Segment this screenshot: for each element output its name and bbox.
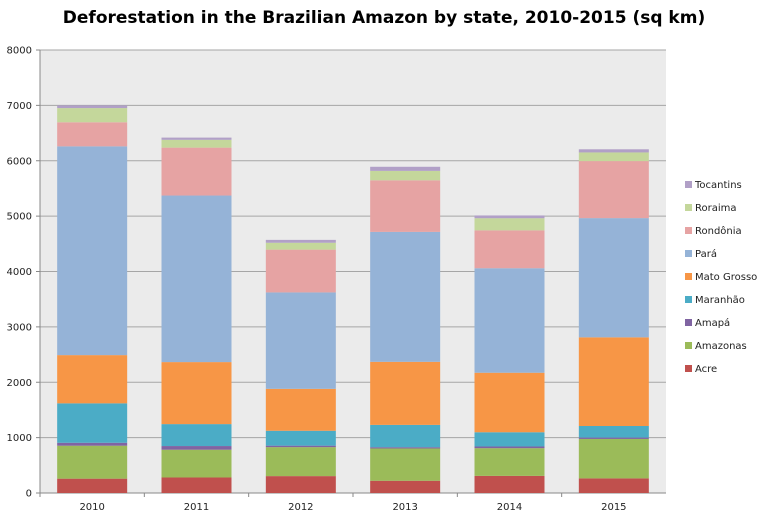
legend-label: Mato Grosso (695, 272, 757, 283)
chart-title: Deforestation in the Brazilian Amazon by… (62, 8, 706, 28)
y-tick-label: 0 (26, 489, 32, 500)
bar-segment-pará-2015 (578, 218, 649, 338)
x-tick-label: 2015 (601, 502, 626, 513)
bar-segment-amapá-2015 (578, 437, 649, 439)
bar-segment-roraima-2013 (370, 170, 441, 181)
bar-segment-rondônia-2014 (474, 230, 545, 269)
x-tick-label: 2014 (497, 502, 522, 513)
legend-swatch (685, 365, 692, 372)
bar-segment-acre-2013 (370, 480, 441, 493)
bar-segment-amapá-2011 (161, 446, 232, 450)
bar-segment-amapá-2010 (57, 442, 128, 446)
legend-swatch (685, 319, 692, 326)
bar-segment-maranhão-2014 (474, 432, 545, 447)
y-tick-label: 7000 (7, 101, 32, 112)
bar-segment-maranhão-2011 (161, 424, 232, 447)
bar-segment-pará-2013 (370, 231, 441, 362)
bar-segment-mato-grosso-2015 (578, 337, 649, 426)
bar-segment-tocantins-2010 (57, 105, 128, 109)
bar-segment-tocantins-2014 (474, 215, 545, 219)
bar-segment-roraima-2010 (57, 108, 128, 123)
bar-segment-amazonas-2010 (57, 445, 128, 479)
bar-segment-rondônia-2010 (57, 122, 128, 147)
bar-segment-amapá-2012 (265, 445, 336, 448)
bar-segment-rondônia-2012 (265, 249, 336, 293)
bar-segment-rondônia-2013 (370, 180, 441, 232)
bar-segment-maranhão-2012 (265, 430, 336, 446)
bar-segment-acre-2015 (578, 478, 649, 493)
bar-segment-amazonas-2012 (265, 447, 336, 477)
legend-swatch (685, 227, 692, 234)
bar-segment-mato-grosso-2014 (474, 372, 545, 433)
bar-segment-pará-2010 (57, 146, 128, 356)
bar-segment-amazonas-2015 (578, 438, 649, 479)
x-tick-label: 2012 (288, 502, 313, 513)
legend-label: Maranhão (695, 295, 745, 306)
bar-segment-tocantins-2015 (578, 149, 649, 153)
y-tick-label: 1000 (7, 433, 32, 444)
bar-segment-tocantins-2013 (370, 166, 441, 171)
bar-segment-maranhão-2013 (370, 424, 441, 448)
y-tick-label: 2000 (7, 378, 32, 389)
y-tick-label: 4000 (7, 267, 32, 278)
legend-label: Acre (695, 364, 717, 375)
legend-label: Amazonas (695, 341, 747, 352)
bar-segment-amapá-2014 (474, 446, 545, 449)
bar-segment-amazonas-2014 (474, 448, 545, 476)
bar-segment-amazonas-2011 (161, 449, 232, 478)
bar-segment-maranhão-2015 (578, 425, 649, 438)
bar-segment-tocantins-2012 (265, 239, 336, 243)
bar-segment-rondônia-2015 (578, 161, 649, 219)
legend-swatch (685, 181, 692, 188)
y-tick-label: 3000 (7, 322, 32, 333)
bar-segment-mato-grosso-2010 (57, 355, 128, 404)
legend-label: Rondônia (695, 225, 742, 237)
bar-segment-rondônia-2011 (161, 147, 232, 196)
x-tick-label: 2010 (79, 502, 104, 513)
legend-label: Amapá (695, 317, 730, 329)
legend-swatch (685, 204, 692, 211)
bar-segment-amapá-2013 (370, 447, 441, 449)
bar-segment-acre-2012 (265, 476, 336, 493)
bar-segment-pará-2012 (265, 292, 336, 389)
bar-segment-mato-grosso-2011 (161, 362, 232, 425)
bar-segment-pará-2014 (474, 268, 545, 373)
legend-label: Roraima (695, 203, 737, 214)
bar-segment-roraima-2014 (474, 218, 545, 231)
bar-segment-roraima-2012 (265, 242, 336, 250)
bar-segment-amazonas-2013 (370, 448, 441, 481)
bar-segment-roraima-2015 (578, 152, 649, 162)
bar-segment-acre-2014 (474, 475, 545, 493)
bar-segment-maranhão-2010 (57, 403, 128, 443)
bar-segment-pará-2011 (161, 195, 232, 363)
bar-segment-acre-2011 (161, 477, 232, 493)
x-tick-label: 2011 (184, 502, 209, 513)
legend-label: Tocantins (694, 180, 742, 191)
x-tick-label: 2013 (392, 502, 417, 513)
y-tick-label: 5000 (7, 212, 32, 223)
legend-swatch (685, 296, 692, 303)
legend-swatch (685, 342, 692, 349)
bar-segment-mato-grosso-2012 (265, 388, 336, 431)
legend-swatch (685, 273, 692, 280)
bar-segment-acre-2010 (57, 478, 128, 493)
bar-segment-tocantins-2011 (161, 137, 232, 140)
legend-swatch (685, 250, 692, 257)
bar-segment-roraima-2011 (161, 139, 232, 148)
legend-label: Pará (695, 248, 717, 260)
y-tick-label: 6000 (7, 156, 32, 167)
y-tick-label: 8000 (7, 46, 32, 57)
bar-segment-mato-grosso-2013 (370, 361, 441, 425)
